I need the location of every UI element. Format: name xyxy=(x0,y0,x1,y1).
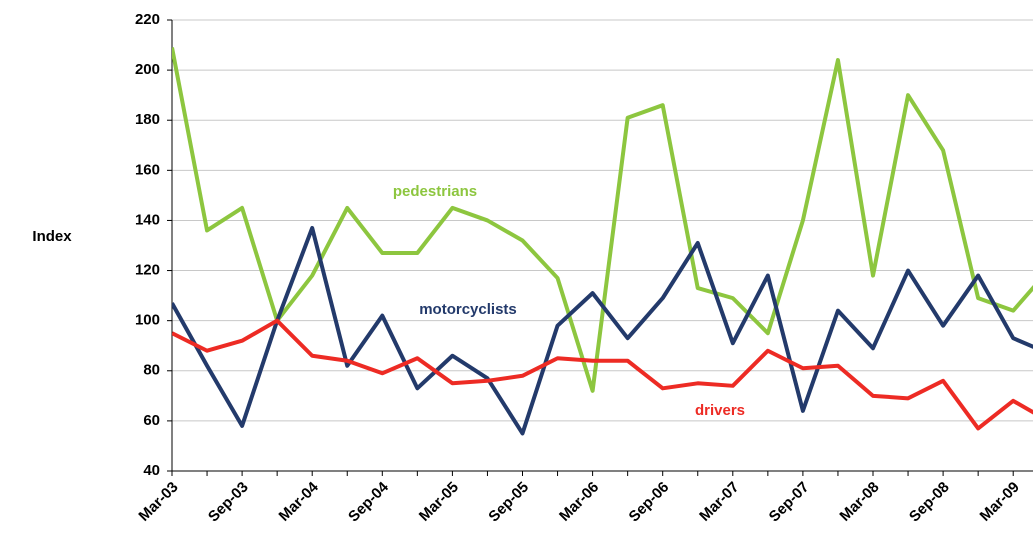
y-tick-label: 120 xyxy=(135,262,160,279)
x-tick-label: Sep-03 xyxy=(205,479,252,526)
y-tick-label: 60 xyxy=(143,412,160,429)
x-tick-label: Mar-05 xyxy=(416,479,462,525)
x-tick-label: Mar-07 xyxy=(696,479,742,525)
x-tick-label: Sep-06 xyxy=(626,479,673,526)
y-axis-label: Index xyxy=(32,228,72,245)
series-label: pedestrians xyxy=(393,183,477,200)
y-tick-label: 100 xyxy=(135,312,160,329)
series-label: motorcyclists xyxy=(419,301,517,318)
y-tick-label: 220 xyxy=(135,11,160,28)
x-tick-label: Mar-09 xyxy=(977,479,1023,525)
series-line xyxy=(172,47,1033,393)
y-tick-label: 80 xyxy=(143,362,160,379)
series-line xyxy=(172,318,1033,431)
series-label: drivers xyxy=(695,402,745,419)
x-tick-label: Sep-05 xyxy=(485,479,532,526)
x-tick-label: Sep-04 xyxy=(345,478,392,525)
plot-area xyxy=(172,47,1033,436)
y-tick-label: 160 xyxy=(135,161,160,178)
x-tick-label: Mar-03 xyxy=(135,479,181,525)
series-line xyxy=(172,225,1033,436)
y-tick-label: 40 xyxy=(143,462,160,479)
y-tick-label: 140 xyxy=(135,211,160,228)
y-tick-label: 180 xyxy=(135,111,160,128)
x-tick-label: Mar-08 xyxy=(836,479,882,525)
x-tick-label: Sep-07 xyxy=(766,479,813,526)
x-tick-label: Mar-06 xyxy=(556,479,602,525)
x-tick-label: Mar-04 xyxy=(276,478,323,525)
y-tick-label: 200 xyxy=(135,61,160,78)
x-tick-label: Sep-08 xyxy=(906,479,953,526)
